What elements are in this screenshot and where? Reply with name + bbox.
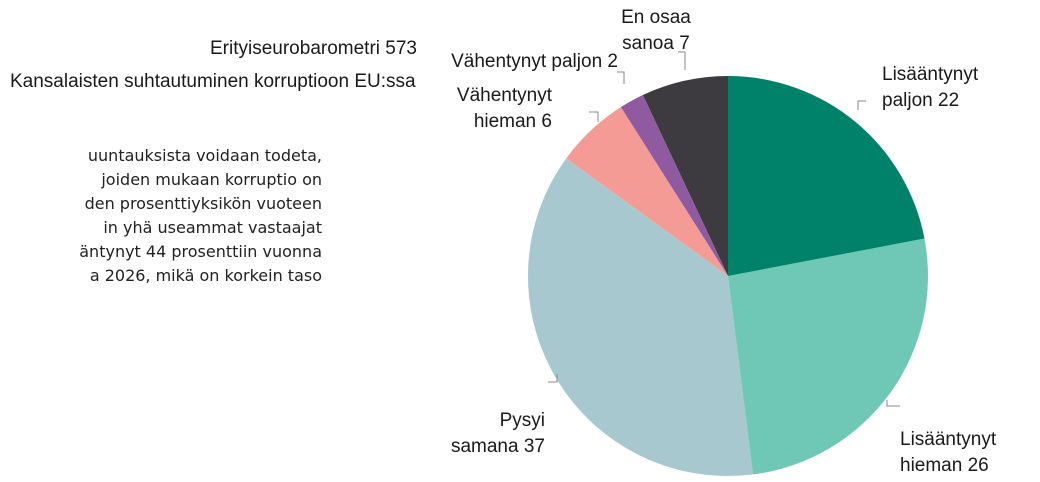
category-label: Vähentynyt hieman xyxy=(456,85,552,132)
slice-label: Vähentynyt hieman 6 xyxy=(432,83,552,135)
paragraph-line: äntynyt 44 prosenttiin vuonna xyxy=(79,242,322,261)
paragraph-line: in yhä useammat vastaajat xyxy=(103,218,322,237)
subtitle: Kansalaisten suhtautuminen korruptioon E… xyxy=(10,71,416,92)
paragraph-line: joiden mukaan korruptio on xyxy=(101,170,322,189)
category-label: Lisääntynyt paljon xyxy=(882,64,979,111)
category-label: Lisääntynyt hieman xyxy=(900,429,997,476)
paragraph-line: a 2026, mikä on korkein taso xyxy=(89,266,322,285)
pie-slice xyxy=(620,95,728,276)
value-label: 37 xyxy=(523,436,545,457)
pie-slice xyxy=(728,76,925,276)
value-label: 22 xyxy=(938,90,960,111)
pie-slice xyxy=(527,158,754,477)
slice-label: Lisääntynyt hieman 26 xyxy=(900,427,1030,479)
pie-slice xyxy=(566,107,728,276)
slice-label: En osaa sanoa 7 xyxy=(600,5,712,57)
pie-slice xyxy=(642,76,728,276)
value-label: 7 xyxy=(679,33,690,54)
value-label: 2 xyxy=(607,51,618,72)
paragraph-line: uuntauksista voidaan todeta, xyxy=(87,146,322,165)
value-label: 26 xyxy=(967,455,989,476)
paragraph: uuntauksista voidaan todeta, joiden mukaa… xyxy=(0,144,322,288)
pie-slice xyxy=(728,238,929,475)
category-label: Vähentynyt paljon xyxy=(451,51,603,72)
category-label: Pysyi samana xyxy=(450,410,545,457)
title: Erityiseurobarometri 573 xyxy=(210,38,417,59)
leader-lines xyxy=(548,51,900,407)
category-label: En osaa sanoa xyxy=(621,7,691,54)
slice-label: Lisääntynyt paljon 22 xyxy=(882,62,1012,114)
slice-label: Pysyi samana 37 xyxy=(445,408,545,460)
paragraph-line: den prosenttiyksikön vuoteen xyxy=(84,194,322,213)
value-label: 6 xyxy=(541,111,552,132)
slice-label: Vähentynyt paljon 2 xyxy=(420,49,618,75)
